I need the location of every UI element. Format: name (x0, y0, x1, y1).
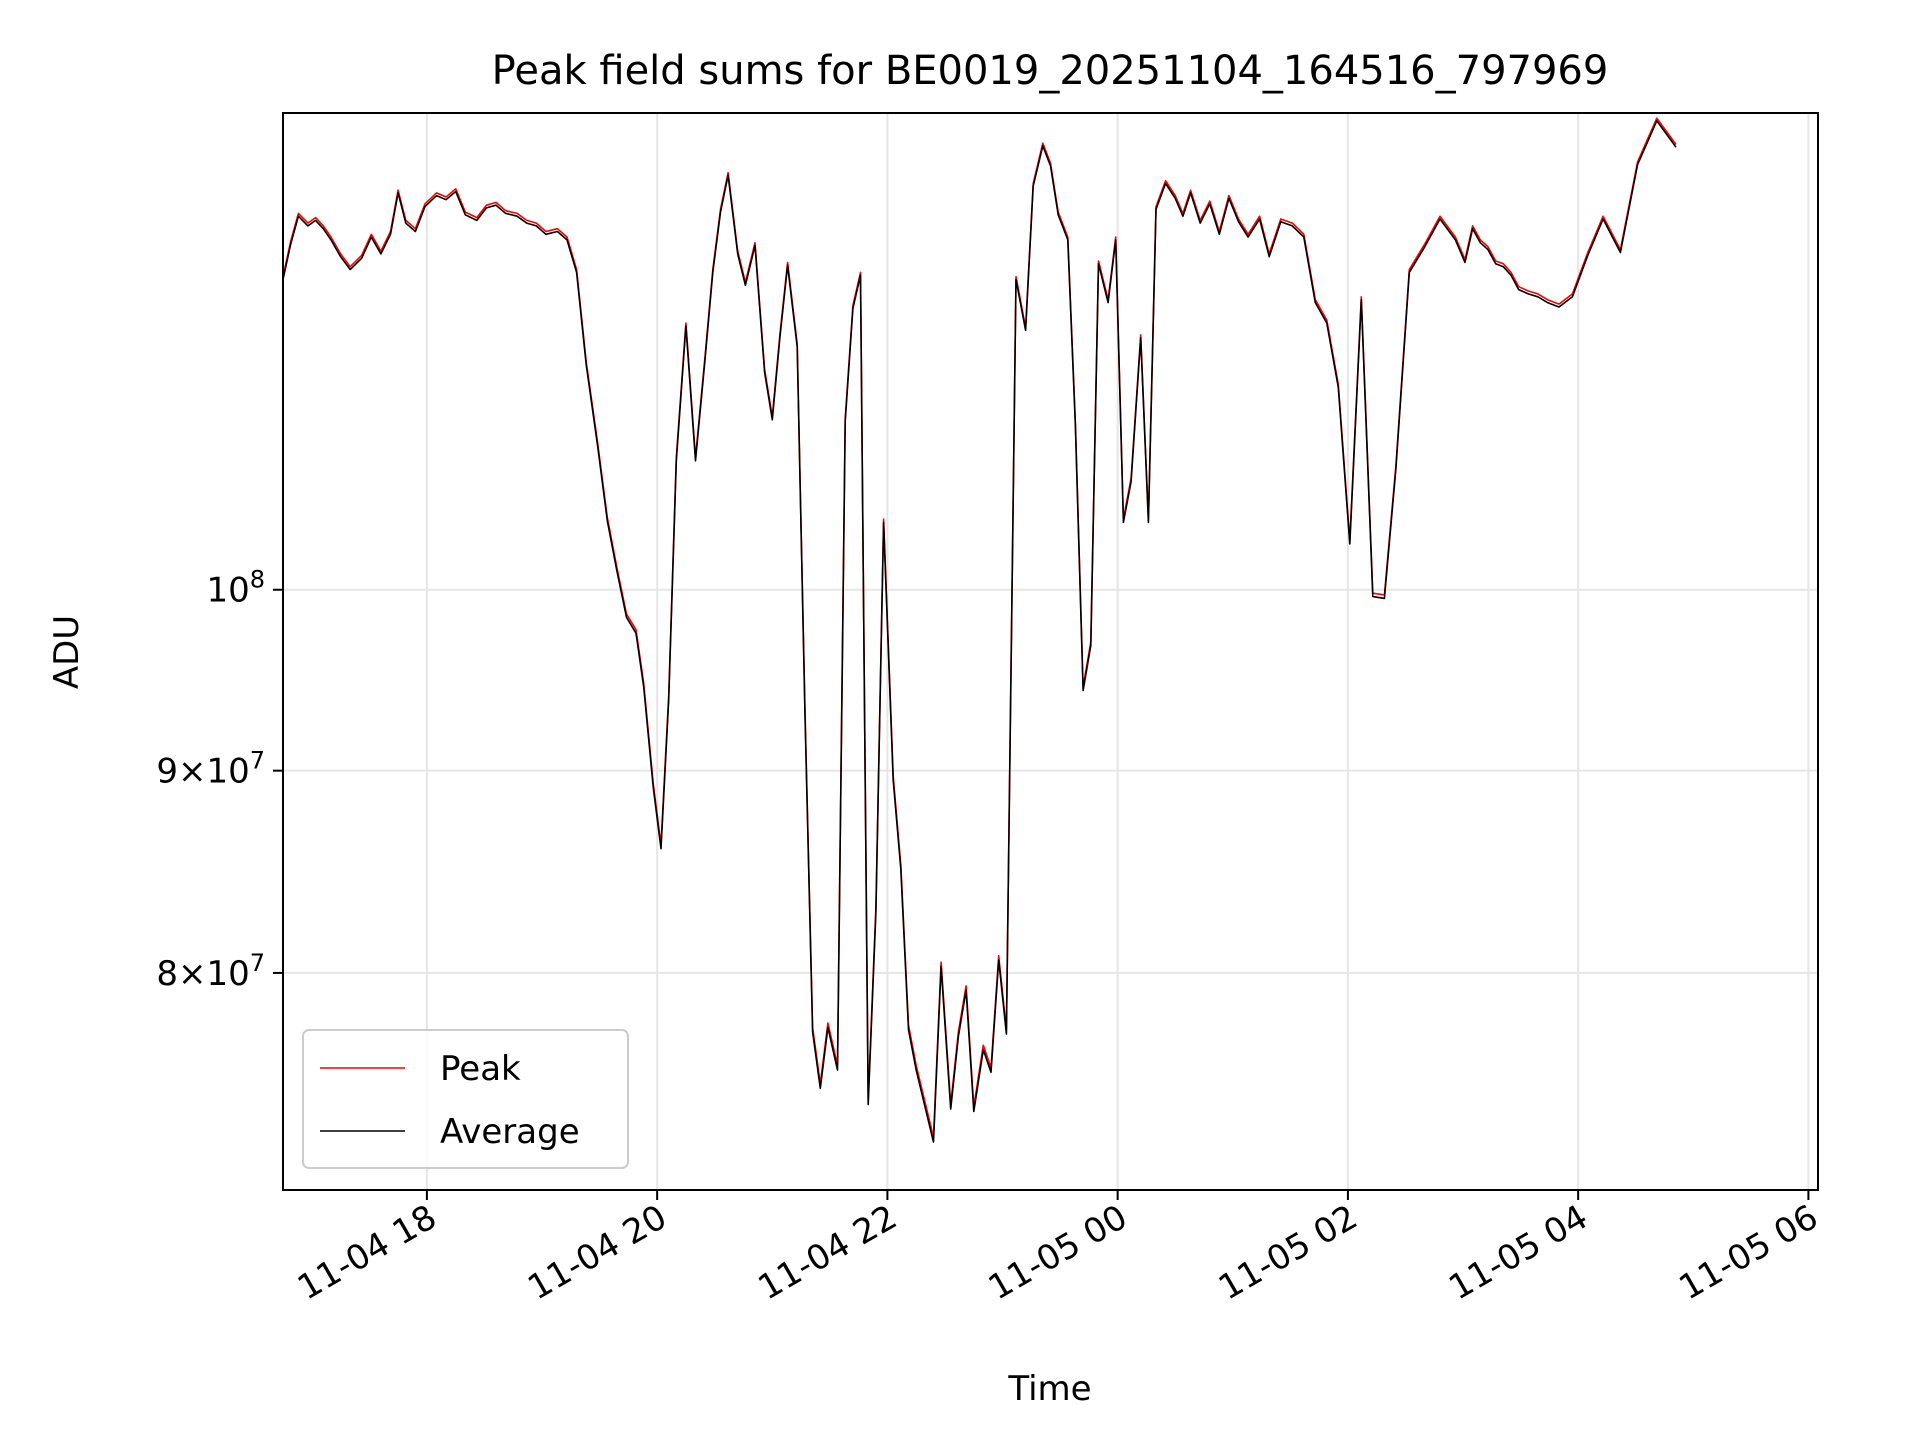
x-axis-label: Time (1007, 1369, 1091, 1409)
grid-lines (283, 113, 1818, 1190)
legend-label-peak: Peak (440, 1049, 521, 1089)
y-tick-label: 8×107 (156, 949, 265, 994)
legend-box (302, 1029, 629, 1169)
y-tick-label: 9×107 (156, 747, 265, 792)
y-axis-label: ADU (47, 615, 87, 689)
legend-label-average: Average (440, 1112, 580, 1152)
legend[interactable]: Peak Average (302, 1029, 629, 1169)
chart-title: Peak field sums for BE0019_20251104_1645… (492, 48, 1609, 94)
series-line-average (283, 120, 1677, 1143)
y-axis-ticks: 8×107 9×107 108 (156, 566, 283, 994)
series-layer (283, 117, 1677, 1143)
plot-frame (282, 112, 1819, 1191)
y-tick-label: 108 (206, 566, 265, 611)
